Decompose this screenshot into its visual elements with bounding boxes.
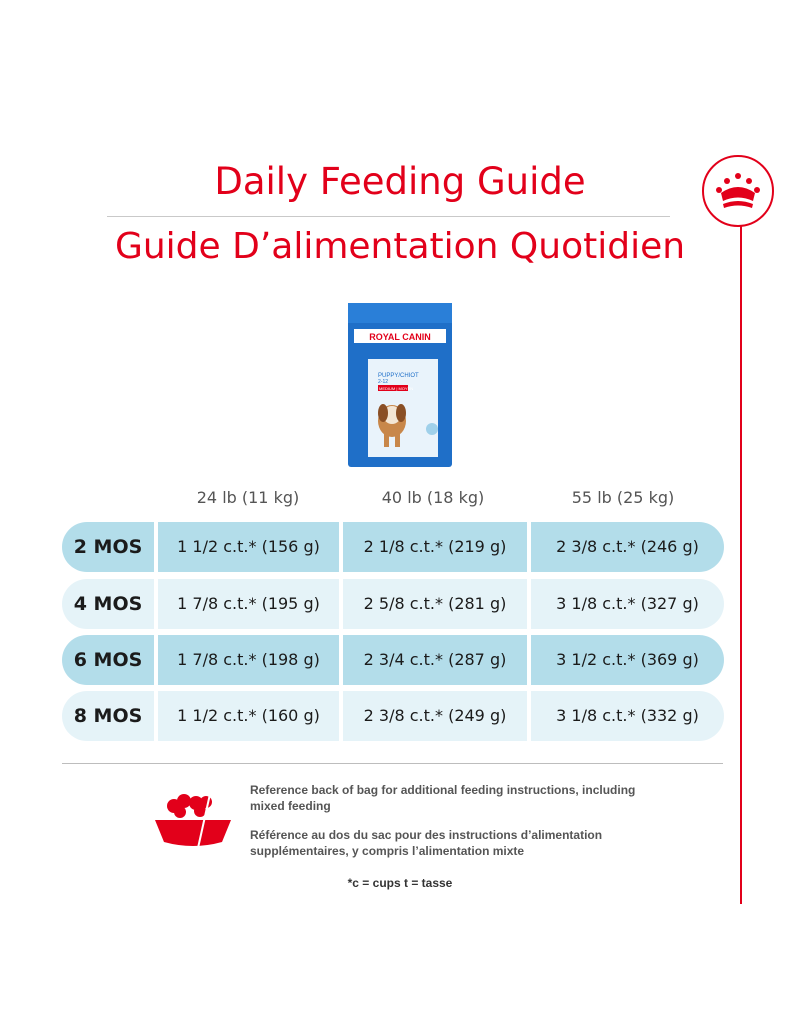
- table-cell: 1 7/8 c.t.* (198 g): [177, 650, 320, 669]
- page-title-fr: Guide D’alimentation Quotidien: [114, 226, 686, 267]
- table-cell: 2 3/4 c.t.* (287 g): [363, 650, 507, 669]
- row-age: 6 MOS: [73, 649, 143, 671]
- food-bowl-icon: [155, 793, 231, 849]
- title-divider: [107, 216, 670, 217]
- table-cell: 1 7/8 c.t.* (195 g): [177, 594, 320, 613]
- page-title-en: Daily Feeding Guide: [214, 160, 586, 203]
- table-row: 8 MOS 1 1/2 c.t.* (160 g) 2 3/8 c.t.* (2…: [62, 691, 724, 741]
- bottom-divider: [62, 763, 723, 764]
- row-age: 2 MOS: [73, 536, 143, 558]
- column-header-24lb: 24 lb (11 kg): [196, 488, 300, 507]
- table-cell: 2 3/8 c.t.* (249 g): [363, 706, 507, 725]
- bag-size: MEDIUM | MOYEN: [379, 386, 413, 391]
- bag-age: 2-12: [378, 379, 388, 385]
- crown-icon: [716, 173, 760, 208]
- product-bag-image: ROYAL CANIN PUPPY/CHIOT 2-12 MEDIUM | MO…: [348, 303, 452, 467]
- table-cell: 1 1/2 c.t.* (160 g): [177, 706, 320, 725]
- table-cell: 3 1/8 c.t.* (332 g): [556, 706, 699, 725]
- row-age: 8 MOS: [73, 705, 143, 727]
- bag-product-name: PUPPY/CHIOT: [378, 373, 419, 379]
- row-age: 4 MOS: [73, 593, 143, 615]
- column-header-55lb: 55 lb (25 kg): [571, 488, 675, 507]
- table-cell: 2 5/8 c.t.* (281 g): [363, 594, 507, 613]
- column-header-40lb: 40 lb (18 kg): [381, 488, 485, 507]
- crown-badge: [702, 155, 774, 227]
- footnote: *c = cups t = tasse: [347, 876, 453, 890]
- note-french: Référence au dos du sac pour des instruc…: [250, 828, 603, 858]
- table-row: 6 MOS 1 7/8 c.t.* (198 g) 2 3/4 c.t.* (2…: [62, 635, 724, 685]
- table-cell: 3 1/8 c.t.* (327 g): [556, 594, 699, 613]
- brand-line: [740, 224, 742, 904]
- bag-brand: ROYAL CANIN: [369, 332, 431, 342]
- table-cell: 2 1/8 c.t.* (219 g): [363, 537, 507, 556]
- table-row: 2 MOS 1 1/2 c.t.* (156 g) 2 1/8 c.t.* (2…: [62, 522, 724, 572]
- note-english: Reference back of bag for additional fee…: [250, 783, 636, 813]
- table-row: 4 MOS 1 7/8 c.t.* (195 g) 2 5/8 c.t.* (2…: [62, 579, 724, 629]
- table-cell: 3 1/2 c.t.* (369 g): [556, 650, 699, 669]
- table-cell: 2 3/8 c.t.* (246 g): [556, 537, 699, 556]
- table-cell: 1 1/2 c.t.* (156 g): [177, 537, 320, 556]
